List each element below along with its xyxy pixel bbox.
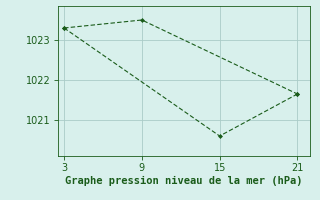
X-axis label: Graphe pression niveau de la mer (hPa): Graphe pression niveau de la mer (hPa) xyxy=(65,176,303,186)
